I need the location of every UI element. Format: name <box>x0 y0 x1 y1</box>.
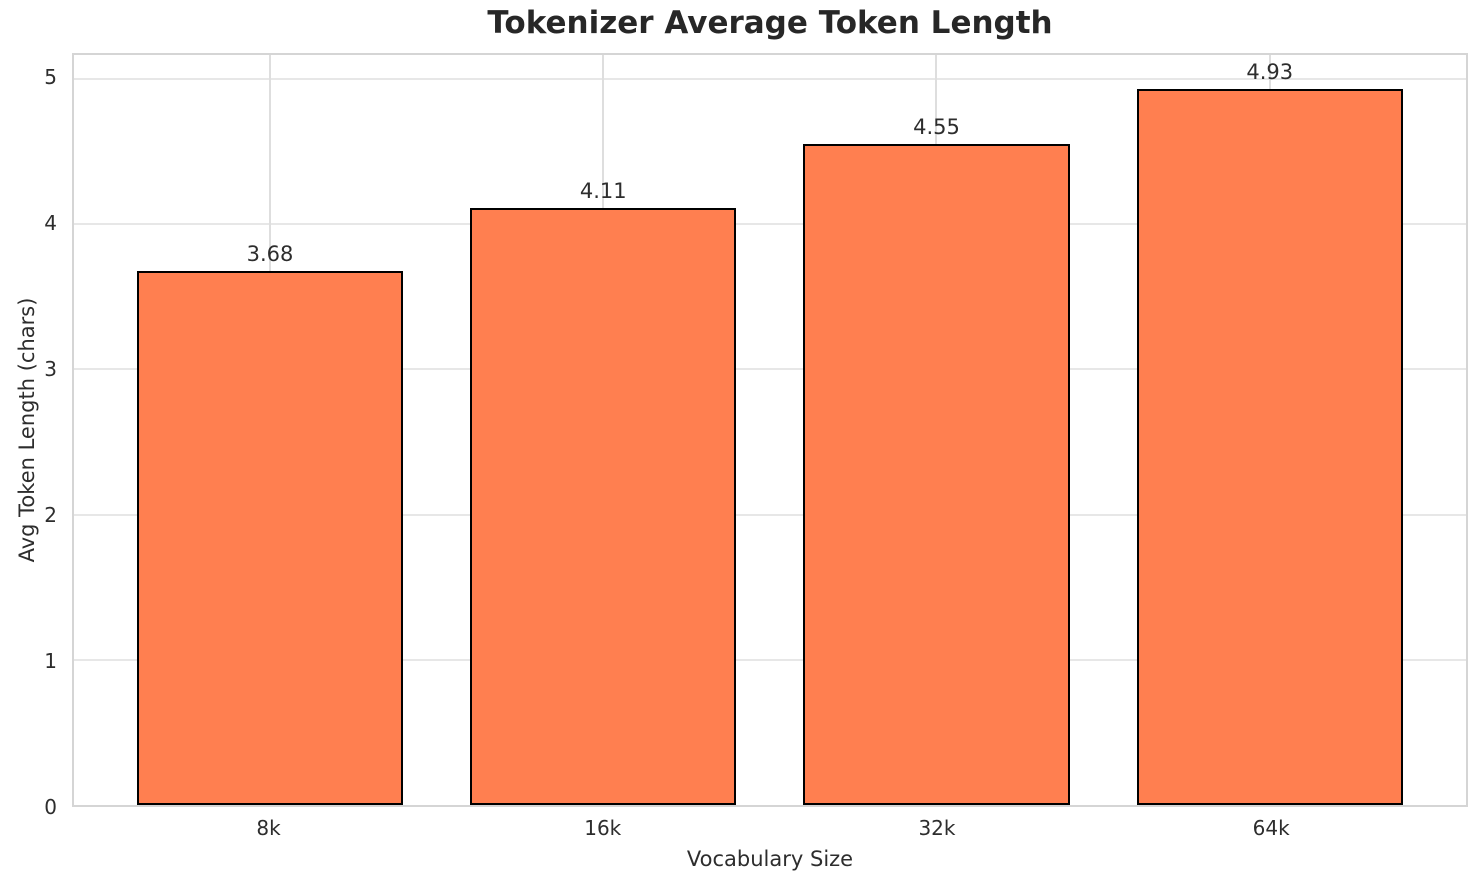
chart-title: Tokenizer Average Token Length <box>487 5 1053 41</box>
plot-area: 3.68 4.11 4.55 4.93 <box>72 53 1468 807</box>
bar-value-label: 3.68 <box>246 241 294 266</box>
x-tick-label: 64k <box>1252 816 1290 840</box>
h-gridline <box>74 513 1466 516</box>
x-axis-ticks: 8k 16k 32k 64k <box>72 816 1468 844</box>
bar <box>136 270 404 805</box>
h-gridline <box>74 77 1466 80</box>
x-axis-label: Vocabulary Size <box>686 847 854 871</box>
y-tick-label: 0 <box>44 795 57 819</box>
y-tick-label: 3 <box>44 357 57 382</box>
bar <box>803 144 1070 805</box>
h-gridline <box>74 658 1466 661</box>
bar-value-label: 4.93 <box>1246 60 1294 85</box>
y-tick-label: 4 <box>44 211 57 236</box>
y-axis-ticks: 0 1 2 3 4 5 <box>0 53 57 819</box>
x-tick-label: 32k <box>918 816 956 840</box>
x-tick-label: 16k <box>584 816 622 840</box>
y-tick-label: 1 <box>44 649 57 674</box>
bar-value-label: 4.11 <box>579 179 627 204</box>
bar <box>1136 89 1403 805</box>
y-tick-label: 2 <box>44 503 57 528</box>
y-tick-label: 5 <box>44 65 57 90</box>
h-gridline <box>74 223 1466 226</box>
bar-value-label: 4.55 <box>913 115 960 140</box>
bar <box>470 208 737 805</box>
x-tick-label: 8k <box>256 816 281 840</box>
h-gridline <box>74 368 1466 371</box>
